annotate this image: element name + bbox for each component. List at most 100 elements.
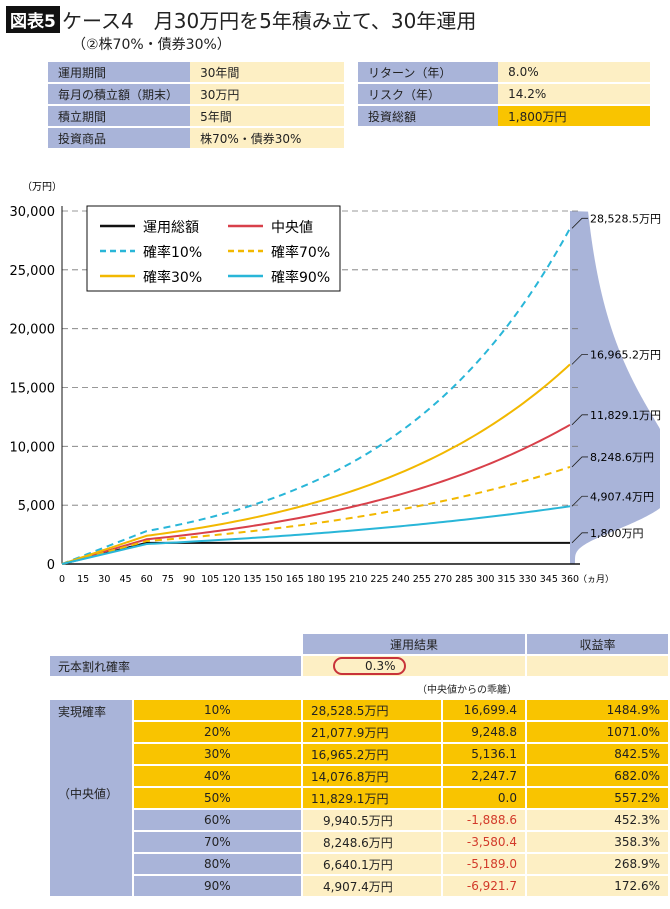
info-row: リスク（年） 14.2% <box>358 84 650 104</box>
x-tick-label: 15 <box>77 574 89 585</box>
x-tick-label: 150 <box>265 574 283 585</box>
probability-cell: 70% <box>133 832 301 852</box>
series-line <box>61 465 571 565</box>
yield-cell: 557.2% <box>527 788 668 808</box>
deviation-cell: -5,189.0 <box>443 854 525 874</box>
end-value-label: 28,528.5万円 <box>590 212 661 225</box>
series-line <box>61 505 571 565</box>
series-line <box>61 227 571 565</box>
x-axis-unit: （ヵ月） <box>578 574 614 585</box>
yield-cell: 1071.0% <box>527 722 668 742</box>
figure-badge: 図表5 <box>6 6 60 33</box>
end-label-leader <box>571 414 588 426</box>
info-table-right: リターン（年） 8.0% リスク（年） 14.2% 投資総額 1,800万円 <box>358 60 650 128</box>
y-tick-label: 20,000 <box>10 323 56 338</box>
info-label: 運用期間 <box>48 62 191 82</box>
x-tick-label: 255 <box>413 574 431 585</box>
x-tick-label: 90 <box>183 574 195 585</box>
x-tick-label: 135 <box>243 574 261 585</box>
results-table: 運用結果 収益率 元本割れ確率 0.3% （中央値からの乖離） 実現確率 （中央値） 1… <box>48 632 670 898</box>
yield-cell: 682.0% <box>527 766 668 786</box>
info-label: リスク（年） <box>358 84 499 104</box>
end-label-leader <box>571 532 588 544</box>
amount-cell: 6,640.1万円 <box>303 854 441 874</box>
probability-cell: 80% <box>133 854 301 874</box>
table-row: 50% 11,829.1万円 0.0 557.2% <box>50 788 668 808</box>
probability-cell: 30% <box>133 744 301 764</box>
info-label: 投資商品 <box>48 128 191 148</box>
end-label-leader <box>571 495 588 507</box>
info-value: 8.0% <box>498 62 650 82</box>
x-tick-label: 240 <box>392 574 410 585</box>
y-tick-label: 25,000 <box>10 264 56 279</box>
table-row: 80% 6,640.1万円 -5,189.0 268.9% <box>50 854 668 874</box>
header-yield: 収益率 <box>527 634 668 654</box>
info-label: リターン（年） <box>358 62 499 82</box>
row-label-median: （中央値） <box>58 787 119 801</box>
info-row: 積立期間 5年間 <box>48 106 344 126</box>
deviation-cell: 0.0 <box>443 788 525 808</box>
x-tick-label: 360 <box>561 574 579 585</box>
y-tick-label: 30,000 <box>10 205 56 220</box>
table-row: 30% 16,965.2万円 5,136.1 842.5% <box>50 744 668 764</box>
deviation-cell: 2,247.7 <box>443 766 525 786</box>
deviation-cell: -1,888.6 <box>443 810 525 830</box>
x-tick-label: 60 <box>141 574 153 585</box>
probability-cell: 10% <box>133 700 301 720</box>
probability-cell: 40% <box>133 766 301 786</box>
probability-cell: 20% <box>133 722 301 742</box>
yield-cell: 268.9% <box>527 854 668 874</box>
x-tick-label: 180 <box>307 574 325 585</box>
page-subtitle: （②株70%・債券30%） <box>72 37 231 53</box>
amount-cell: 14,076.8万円 <box>303 766 441 786</box>
probability-cell: 90% <box>133 876 301 896</box>
end-value-label: 4,907.4万円 <box>590 490 654 503</box>
info-value: 30年間 <box>190 62 344 82</box>
x-tick-label: 345 <box>540 574 558 585</box>
row-label-top: 実現確率 <box>58 705 107 719</box>
amount-cell: 16,965.2万円 <box>303 744 441 764</box>
x-tick-label: 210 <box>349 574 367 585</box>
x-tick-label: 315 <box>497 574 515 585</box>
amount-cell: 28,528.5万円 <box>303 700 441 720</box>
end-value-label: 11,829.1万円 <box>590 409 661 422</box>
y-tick-label: 0 <box>47 558 55 573</box>
info-value: 14.2% <box>498 84 650 104</box>
legend-label: 確率30% <box>143 269 202 286</box>
deviation-cell: 9,248.8 <box>443 722 525 742</box>
info-row: 運用期間 30年間 <box>48 62 344 82</box>
x-tick-label: 75 <box>162 574 174 585</box>
amount-cell: 4,907.4万円 <box>303 876 441 896</box>
x-tick-label: 225 <box>370 574 388 585</box>
yield-cell: 842.5% <box>527 744 668 764</box>
table-row: 40% 14,076.8万円 2,247.7 682.0% <box>50 766 668 786</box>
table-row: 70% 8,248.6万円 -3,580.4 358.3% <box>50 832 668 852</box>
legend-label: 運用総額 <box>143 220 199 236</box>
legend-label: 確率70% <box>271 244 330 261</box>
yield-cell: 452.3% <box>527 810 668 830</box>
end-label-leader <box>571 456 588 468</box>
y-tick-label: 15,000 <box>10 382 56 397</box>
deviation-cell: 16,699.4 <box>443 700 525 720</box>
end-label-leader <box>571 217 588 229</box>
info-label: 投資総額 <box>358 106 499 126</box>
loss-probability-value: 0.3% <box>333 657 406 675</box>
series-line <box>61 423 571 565</box>
end-value-label: 1,800万円 <box>590 527 644 540</box>
legend-label: 中央値 <box>271 220 313 236</box>
end-value-label: 8,248.6万円 <box>590 451 654 464</box>
deviation-cell: -6,921.7 <box>443 876 525 896</box>
x-tick-label: 270 <box>434 574 452 585</box>
amount-cell: 11,829.1万円 <box>303 788 441 808</box>
info-value: 1,800万円 <box>498 106 650 126</box>
loss-probability-label: 元本割れ確率 <box>50 656 301 676</box>
amount-cell: 21,077.9万円 <box>303 722 441 742</box>
info-value: 30万円 <box>190 84 344 104</box>
x-tick-label: 120 <box>222 574 240 585</box>
x-tick-label: 105 <box>201 574 219 585</box>
page-title: ケース4 月30万円を5年積み立て、30年運用 <box>62 9 477 33</box>
y-tick-label: 5,000 <box>18 499 55 514</box>
x-tick-label: 195 <box>328 574 346 585</box>
y-tick-label: 10,000 <box>10 440 56 455</box>
probability-cell: 60% <box>133 810 301 830</box>
